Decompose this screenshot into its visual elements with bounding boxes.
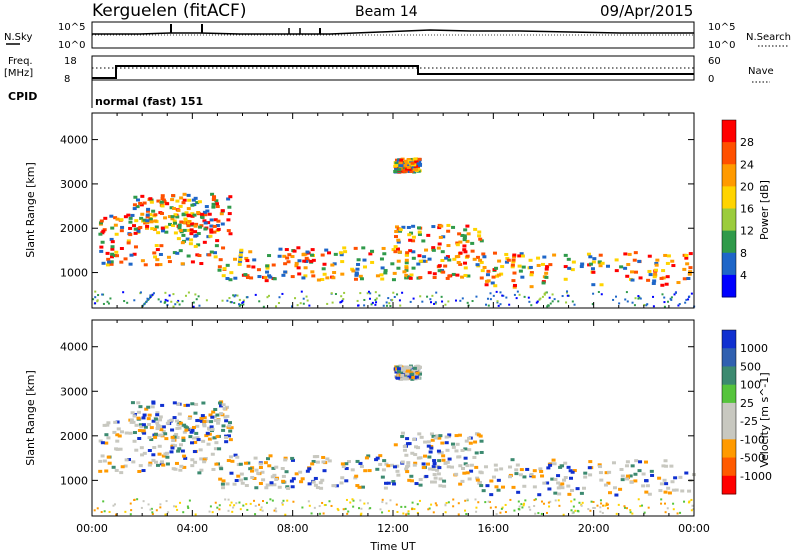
x-tick-label: 20:00: [578, 522, 610, 535]
colorbar-swatch: [722, 142, 736, 165]
velocity-colorbar-label: Velocity [m s^-1]: [758, 372, 771, 467]
y-tick-label: 2000: [60, 222, 88, 235]
power-colorbar-label: Power [dB]: [758, 180, 771, 240]
velocity-y-axis: 1000 2000 3000 4000: [60, 341, 694, 487]
colorbar-swatch: [722, 421, 736, 440]
velocity-colorbar: 1000 500 100 25 -25 -100 -500 -1000: [721, 329, 772, 495]
colorbar-swatch: [722, 330, 736, 349]
y-tick-label: 1000: [60, 267, 88, 280]
x-tick-label: 16:00: [477, 522, 509, 535]
colorbar-tick-label: 16: [740, 203, 754, 216]
colorbar-tick-label: 100: [740, 379, 761, 392]
x-tick-label: 04:00: [176, 522, 208, 535]
colorbar-swatch: [722, 164, 736, 187]
cpid-panel: CPID normal (fast) 151: [8, 80, 203, 108]
nsearch-label: N.Search: [746, 32, 791, 43]
freq-label-line1: Freq.: [8, 56, 33, 67]
colorbar-swatch: [722, 366, 736, 386]
y-tick-label: 1000: [60, 474, 88, 487]
date-title: 09/Apr/2015: [600, 2, 693, 20]
colorbar-swatch: [722, 475, 736, 495]
colorbar-swatch: [722, 252, 736, 276]
colorbar-tick-label: 24: [740, 158, 754, 171]
colorbar-swatch: [722, 186, 736, 209]
velocity-scatter: [93, 364, 696, 516]
colorbar-tick-label: 25: [740, 397, 754, 410]
time-axis-label: Time UT: [369, 540, 415, 553]
colorbar-swatch: [722, 457, 736, 477]
y-tick-label: 3000: [60, 178, 88, 191]
x-tick-label: 08:00: [277, 522, 309, 535]
x-tick-label: 12:00: [377, 522, 409, 535]
cpid-label: CPID: [8, 90, 37, 103]
velocity-ylabel: Slant Range [km]: [24, 370, 37, 466]
freq-label-line2: [MHz]: [4, 68, 33, 79]
colorbar-swatch: [722, 120, 736, 143]
colorbar-tick-label: -1000: [740, 470, 772, 483]
power-y-axis: 1000 2000 3000 4000: [60, 134, 694, 280]
freq-tick-top: 18: [64, 56, 77, 67]
colorbar-swatch: [722, 274, 736, 298]
beam-title: Beam 14: [355, 4, 418, 20]
station-title: Kerguelen (fitACF): [92, 1, 246, 21]
nsky-tick-bottom: 10^0: [58, 40, 85, 51]
velocity-x-axis: 00:00 04:00 08:00 12:00 16:00 20:00 00:00: [76, 320, 710, 535]
nsky-panel: N.Sky 10^5 10^0 10^5 10^0 N.Search: [4, 21, 791, 51]
nave-label: Nave: [748, 66, 774, 77]
colorbar-tick-label: 28: [740, 136, 754, 149]
y-tick-label: 4000: [60, 341, 88, 354]
freq-tick-bottom: 8: [64, 74, 70, 85]
freq-trace: [92, 65, 694, 79]
nave-tick-top: 60: [708, 56, 721, 67]
colorbar-tick-label: 20: [740, 180, 754, 193]
y-tick-label: 2000: [60, 430, 88, 443]
power-panel: 1000 2000 3000 4000 Slant Range [km] 28 24 20…: [24, 112, 771, 309]
colorbar-tick-label: 1000: [740, 342, 768, 355]
nsky-tick-top: 10^5: [58, 22, 85, 33]
colorbar-swatch: [722, 402, 736, 422]
freq-panel: Freq. [MHz] 18 8 60 0 Nave: [4, 55, 774, 85]
colorbar-tick-label: 4: [740, 269, 747, 282]
nsky-trace: [92, 29, 694, 35]
colorbar-tick-label: -100: [740, 433, 765, 446]
power-colorbar: 28 24 20 16 12 8 4: [721, 119, 754, 298]
power-ylabel: Slant Range [km]: [24, 162, 37, 258]
colorbar-swatch: [722, 439, 736, 459]
colorbar-swatch: [722, 230, 736, 254]
nsky-label: N.Sky: [4, 32, 32, 43]
colorbar-tick-label: 500: [740, 360, 761, 373]
x-tick-label: 00:00: [678, 522, 710, 535]
colorbar-tick-label: 12: [740, 225, 754, 238]
x-tick-label: 00:00: [76, 522, 108, 535]
y-tick-label: 4000: [60, 134, 88, 147]
nsearch-tick-top: 10^5: [708, 22, 735, 33]
colorbar-swatch: [722, 208, 736, 232]
colorbar-tick-label: -500: [740, 452, 765, 465]
power-scatter: [92, 157, 696, 308]
colorbar-swatch: [722, 348, 736, 367]
nave-tick-bottom: 0: [708, 74, 714, 85]
y-tick-label: 3000: [60, 385, 88, 398]
nsearch-tick-bottom: 10^0: [708, 40, 735, 51]
cpid-text: normal (fast) 151: [95, 95, 203, 108]
colorbar-tick-label: -25: [740, 415, 758, 428]
colorbar-swatch: [722, 384, 736, 404]
colorbar-tick-label: 8: [740, 247, 747, 260]
power-x-axis: [91, 113, 695, 308]
